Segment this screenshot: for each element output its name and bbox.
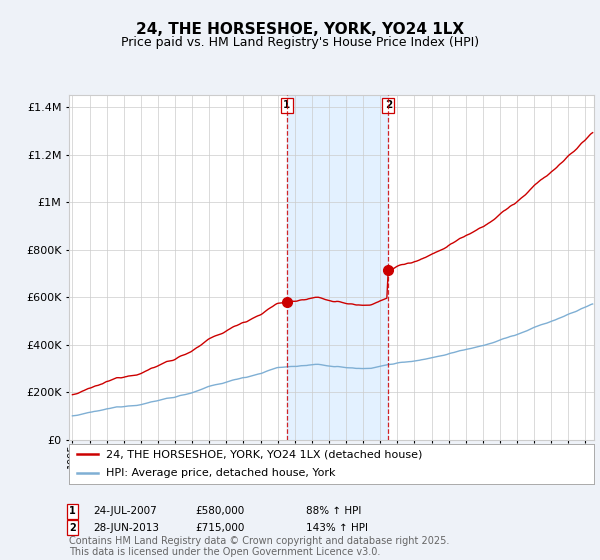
Bar [287,95,388,440]
Text: 24, THE HORSESHOE, YORK, YO24 1LX: 24, THE HORSESHOE, YORK, YO24 1LX [136,22,464,38]
Text: £715,000: £715,000 [195,522,244,533]
Text: 24-JUL-2007: 24-JUL-2007 [93,506,157,516]
Text: 2: 2 [69,522,76,533]
Text: Price paid vs. HM Land Registry's House Price Index (HPI): Price paid vs. HM Land Registry's House … [121,36,479,49]
Text: 1: 1 [283,100,290,110]
Text: 24, THE HORSESHOE, YORK, YO24 1LX (detached house): 24, THE HORSESHOE, YORK, YO24 1LX (detac… [106,449,422,459]
Text: HPI: Average price, detached house, York: HPI: Average price, detached house, York [106,468,335,478]
Text: 1: 1 [69,506,76,516]
Text: 88% ↑ HPI: 88% ↑ HPI [306,506,361,516]
Text: 28-JUN-2013: 28-JUN-2013 [93,522,159,533]
Text: 143% ↑ HPI: 143% ↑ HPI [306,522,368,533]
Text: 2: 2 [385,100,392,110]
Text: Contains HM Land Registry data © Crown copyright and database right 2025.
This d: Contains HM Land Registry data © Crown c… [69,535,449,557]
Text: £580,000: £580,000 [195,506,244,516]
